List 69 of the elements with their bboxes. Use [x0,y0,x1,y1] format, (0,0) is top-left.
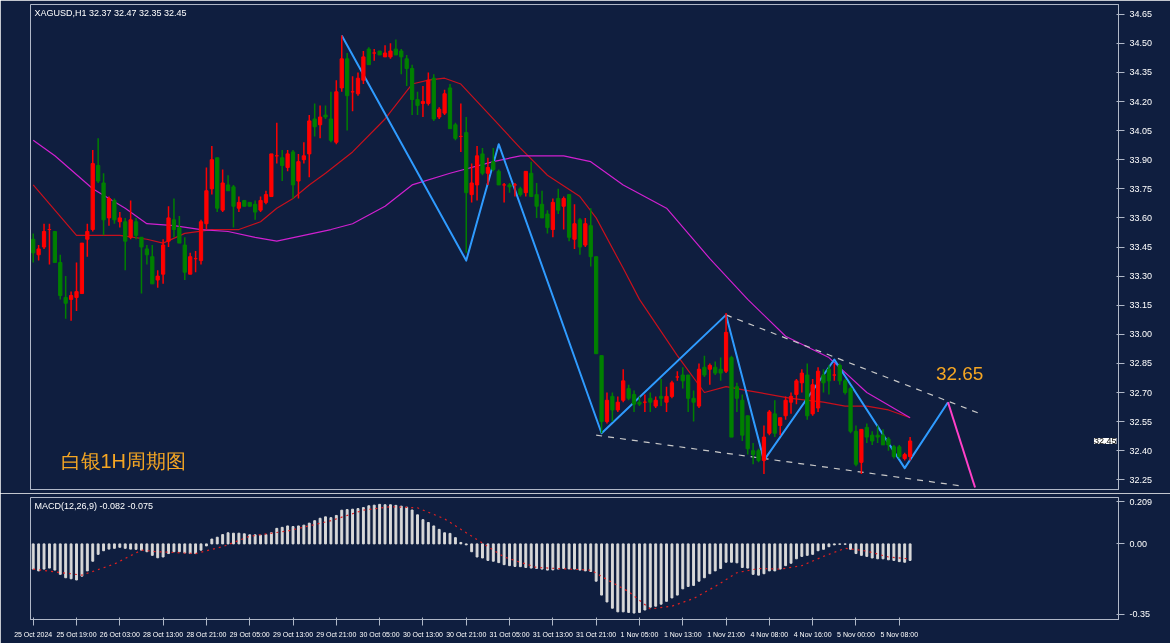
y-tick-label: 0.00 [1129,538,1148,549]
candlestick [761,424,767,475]
y-tick-label: 0.209 [1129,496,1153,507]
candlestick [312,102,317,138]
candlestick [139,236,144,295]
candlestick [621,368,626,403]
annotation: 32.45 [1093,436,1117,446]
y-tick-label: 33.45 [1129,242,1153,252]
y-tick-label: 33.15 [1129,300,1153,311]
y-tick-label: 33.30 [1129,271,1153,282]
candlestick [112,197,117,225]
candlestick [485,157,491,186]
candlestick [372,48,377,62]
candlestick [583,217,588,248]
candlestick [296,153,301,200]
candlestick [144,244,149,266]
candlestick [96,137,101,184]
candlestick [85,222,90,258]
candlestick [767,409,772,436]
y-tick-label: 33.90 [1129,154,1153,165]
y-tick-label: 33.75 [1129,183,1153,194]
y-tick-label: 32.55 [1129,416,1153,427]
candlestick [610,391,615,423]
candlestick [188,252,193,275]
candlestick [285,149,290,173]
y-tick-label: 32.40 [1129,445,1153,456]
y-tick-label: 33.60 [1129,212,1153,223]
y-tick-label: 34.20 [1129,96,1153,107]
candlestick [63,275,68,320]
candlestick [658,378,664,407]
y-tick-label: 32.85 [1129,358,1153,369]
candlestick [572,203,577,250]
candlestick [280,149,285,182]
candlestick [491,147,496,173]
y-tick-label: 34.35 [1129,67,1153,78]
y-tick-label: -0.35 [1129,609,1151,620]
candlestick [106,195,112,227]
candlestick [512,182,518,198]
candlestick [502,182,507,204]
candlestick [301,141,306,165]
chart-title: MACD(12,26,9) -0.082 -0.075 [34,500,154,511]
y-tick-label: 33.00 [1129,329,1153,340]
y-tick-label: 34.05 [1129,125,1153,136]
candlestick [523,170,528,198]
candlestick [133,217,139,240]
candlestick [707,362,712,386]
y-tick-label: 34.50 [1129,38,1153,49]
candlestick [648,391,653,413]
candlestick [480,147,485,176]
y-tick-label: 34.65 [1129,9,1153,20]
candlestick [561,195,566,231]
candlestick [31,232,36,264]
chart-title: XAGUSD,H1 32.37 32.47 32.35 32.45 [34,7,187,18]
line-series [32,139,911,419]
y-tick-label: 32.70 [1129,387,1153,398]
candlestick [166,205,171,248]
candlestick [117,211,122,229]
candlestick [317,104,323,140]
candlestick [604,391,610,425]
candlestick [128,199,133,240]
candlestick [41,222,47,250]
candlestick [123,217,128,272]
annotation: 32.65 [935,362,984,384]
candlestick [556,188,561,215]
candlestick [328,91,334,143]
candlestick [702,354,707,378]
y-tick-label: 32.25 [1129,474,1153,485]
annotation: 白银1H周期图 [60,449,187,472]
candlestick [772,399,777,438]
